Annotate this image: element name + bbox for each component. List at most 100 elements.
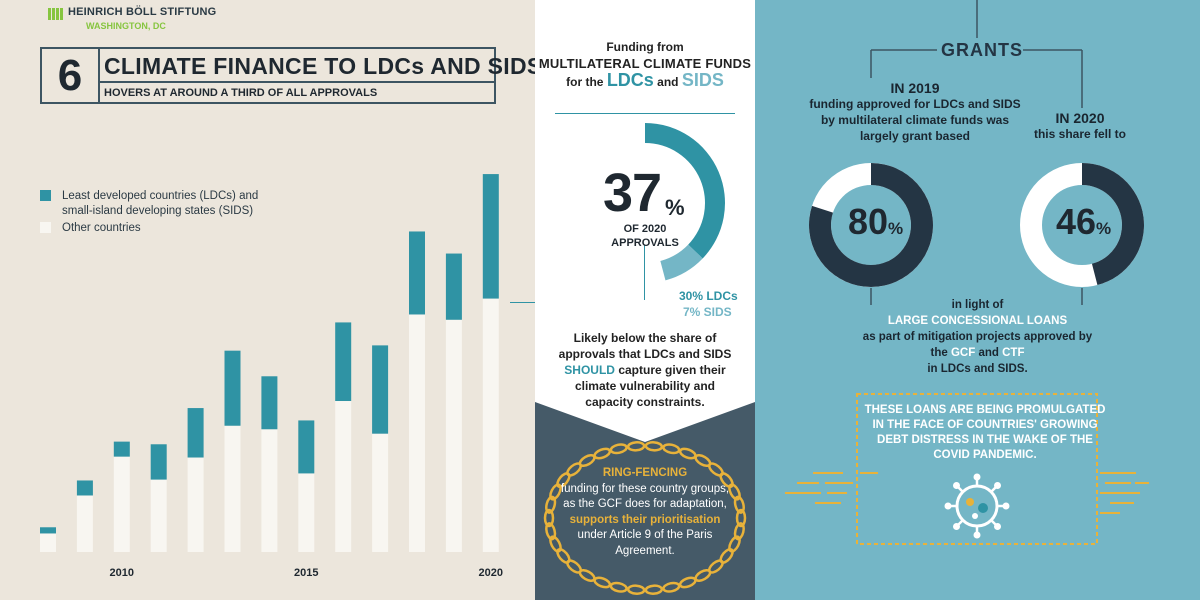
bar-other-2018 [409,314,425,552]
ctf-label: CTF [1002,347,1025,359]
middle-divider [555,113,735,114]
ldcs-label: LDCs [606,70,654,90]
bar-other-2017 [372,433,389,552]
bar-other-2016 [335,401,352,552]
chart-panel: HEINRICH BÖLL STIFTUNG WASHINGTON, DC 6 … [0,0,542,600]
bar-ldc-2017 [372,345,389,434]
chapter-number: 6 [42,49,100,102]
bar-other-2015 [298,473,315,552]
bar-other-2010 [113,456,130,552]
funding-from: Funding from [606,40,684,54]
ldc-30-label: 30% LDCs [679,289,738,303]
donut-sids-slice [660,244,703,281]
likely-should: SHOULD [564,363,615,377]
pct-46: 46% [1056,201,1111,243]
virus-icon [944,473,1010,539]
legend-label-other: Other countries [62,222,141,234]
sids-7-label: 7% SIDS [683,305,732,319]
ring-text-2: under Article 9 of the Paris Agreement. [577,529,713,557]
bar-other-2013 [224,425,241,552]
gcf-label: GCF [950,347,976,359]
bar-other-2014 [261,429,278,552]
middle-panel: Funding from MULTILATERAL CLIMATE FUNDS … [535,0,755,600]
ring-fencing-text: RING-FENCING funding for these country g… [560,466,730,559]
sids-label: SIDS [681,70,724,90]
bar-ldc-2010 [113,441,130,457]
bar-ldc-2018 [409,231,425,315]
bar-chart: 2010 2015 2020 [40,174,503,579]
title-divider [100,81,494,83]
pct-80: 80% [848,201,903,243]
bar-ldc-2008 [40,527,56,534]
likely-text-1: Likely below the share of approvals that… [558,331,732,361]
tick-label-2015: 2015 [294,567,318,579]
ring-fencing-box [535,402,755,600]
in-light-3: in LDCs and SIDS. [927,363,1028,375]
bar-ldc-2015 [298,420,315,474]
tick-label-2020: 2020 [479,567,503,579]
bar-ldc-2020 [482,174,499,299]
pct-46-sign: % [1096,219,1112,238]
page-subtitle: HOVERS AT AROUND A THIRD OF ALL APPROVAL… [104,87,378,99]
donut-pointer [644,245,645,300]
in-light-1: in light of [951,299,1004,311]
bar-other-2020 [482,298,499,552]
bar-other-2019 [445,319,462,552]
funding-source: MULTILATERAL CLIMATE FUNDS [538,56,752,71]
in-light-loans: LARGE CONCESSIONAL LOANS [887,315,1068,327]
and-label-right: and [978,347,999,359]
pct-80-sign: % [888,219,904,238]
in-light-text: in light of LARGE CONCESSIONAL LOANS as … [855,297,1100,377]
donut-ldc-slice [645,123,725,259]
in-2019-desc: funding approved for LDCs and SIDS by mu… [809,97,1021,143]
bar-ldc-2016 [335,322,352,402]
ring-text-highlight: supports their prioritisation [569,513,721,526]
bar-other-2008 [40,533,56,552]
bar-other-2009 [76,495,93,552]
funding-for: for the [566,75,604,89]
legend-swatch-other [40,222,51,233]
bar-ldc-2019 [445,253,462,320]
bar-ldc-2013 [224,350,241,426]
pct-46-value: 46 [1056,201,1097,242]
in-2020-text: IN 2020 this share fell to [1015,110,1145,142]
in-light-2: as part of mitigation projects approved … [862,331,1093,359]
and-label: and [657,75,679,89]
donut-37 [645,123,725,281]
grants-heading: GRANTS [941,40,1023,60]
pct-37-sign: % [665,195,685,220]
title-box: 6 CLIMATE FINANCE TO LDCs AND SIDS HOVER… [40,47,542,104]
logo-mark-icon [48,8,64,20]
in-2019-year: IN 2019 [890,80,940,96]
logo-line2: WASHINGTON, DC [86,21,166,31]
bar-ldc-2014 [261,376,278,430]
tick-label-2010: 2010 [110,567,134,579]
ring-text-1: funding for these country groups, as the… [560,482,730,511]
legend-label-ldc: Least developed countries (LDCs) and sma… [62,190,259,217]
chain-icon [543,441,747,595]
bar-other-2011 [150,479,167,552]
bar-ldc-2009 [76,480,93,496]
grants-graphics [785,0,1149,545]
bar-ldc-2011 [150,444,167,480]
bar-ldc-2012 [187,408,204,458]
dash-pattern [785,472,1149,514]
loans-warning: THESE LOANS ARE BEING PROMULGATED IN THE… [864,404,1106,461]
likely-text-2: capture given their climate vulnerabilit… [574,363,726,409]
in-2020-year: IN 2020 [1055,110,1105,126]
page-title: CLIMATE FINANCE TO LDCs AND SIDS [104,53,543,79]
logo-line1: HEINRICH BÖLL STIFTUNG [68,6,217,18]
donut-2019-grant-slice [809,163,933,287]
grants-panel: GRANTS IN 2019 funding approved for LDCs… [755,0,1200,600]
bar-other-2012 [187,457,204,552]
pct-80-value: 80 [848,201,889,242]
in-2019-text: IN 2019 funding approved for LDCs and SI… [805,80,1025,144]
of-2020-approvals: OF 2020 APPROVALS [611,223,679,249]
donut-2020-grant-slice [1082,163,1144,286]
likely-text: Likely below the share of approvals that… [555,330,735,410]
pct-37: 37 [603,163,662,223]
in-2020-desc: this share fell to [1033,127,1127,141]
legend-swatch-ldc [40,190,51,201]
ring-fencing-title: RING-FENCING [602,467,688,479]
funding-target: for the LDCs and SIDS [535,70,755,91]
